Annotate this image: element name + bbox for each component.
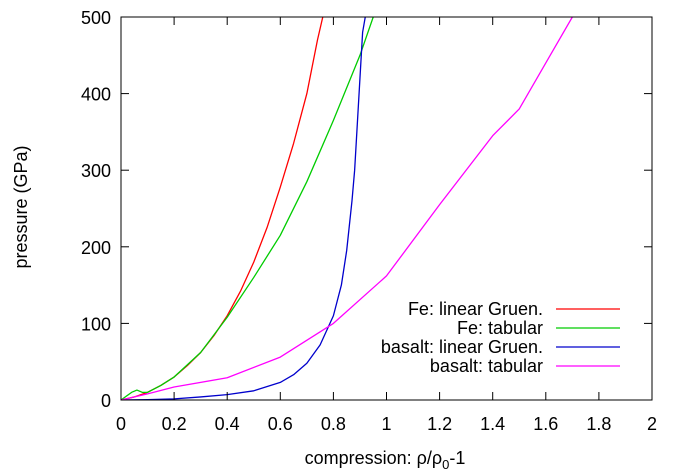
x-axis-title-subscript: 0 xyxy=(442,457,449,470)
x-tick-label: 1.2 xyxy=(427,414,452,434)
x-axis-title: compression: ρ/ρ0-1 xyxy=(305,448,466,470)
legend-label-3: basalt: linear Gruen. xyxy=(381,337,543,357)
series-line-2 xyxy=(121,17,374,400)
y-tick-label: 200 xyxy=(81,238,111,258)
x-tick-label: 0.2 xyxy=(162,414,187,434)
x-axis-title-base: compression: ρ/ρ xyxy=(305,448,443,468)
series-line-4 xyxy=(121,17,573,400)
x-tick-label: 1 xyxy=(381,414,391,434)
legend-label-2: Fe: tabular xyxy=(457,318,543,338)
y-tick-label: 0 xyxy=(101,391,111,411)
x-tick-label: 0.6 xyxy=(268,414,293,434)
series-line-1 xyxy=(121,17,324,400)
x-tick-label: 1.6 xyxy=(533,414,558,434)
y-tick-label: 100 xyxy=(81,314,111,334)
y-tick-label: 500 xyxy=(81,8,111,28)
x-tick-label: 0 xyxy=(116,414,126,434)
x-tick-label: 2 xyxy=(647,414,657,434)
y-tick-label: 400 xyxy=(81,85,111,105)
x-tick-label: 0.8 xyxy=(321,414,346,434)
y-axis-title: pressure (GPa) xyxy=(11,145,31,268)
plot-area: 0 0.2 0.4 0.6 0.8 1 1.2 1.4 1.6 1.8 2 0 100 200 300 400… xyxy=(81,8,657,434)
legend-label-1: Fe: linear Gruen. xyxy=(408,299,543,319)
x-tick-label: 0.4 xyxy=(215,414,240,434)
series-line-3 xyxy=(121,17,366,400)
x-tick-label: 1.4 xyxy=(480,414,505,434)
x-tick-label: 1.8 xyxy=(586,414,611,434)
series-group xyxy=(121,17,573,400)
legend-label-4: basalt: tabular xyxy=(430,356,543,376)
y-tick-label: 300 xyxy=(81,161,111,181)
x-axis-title-tail: -1 xyxy=(449,448,465,468)
y-axis-title-group: pressure (GPa) xyxy=(11,145,31,268)
